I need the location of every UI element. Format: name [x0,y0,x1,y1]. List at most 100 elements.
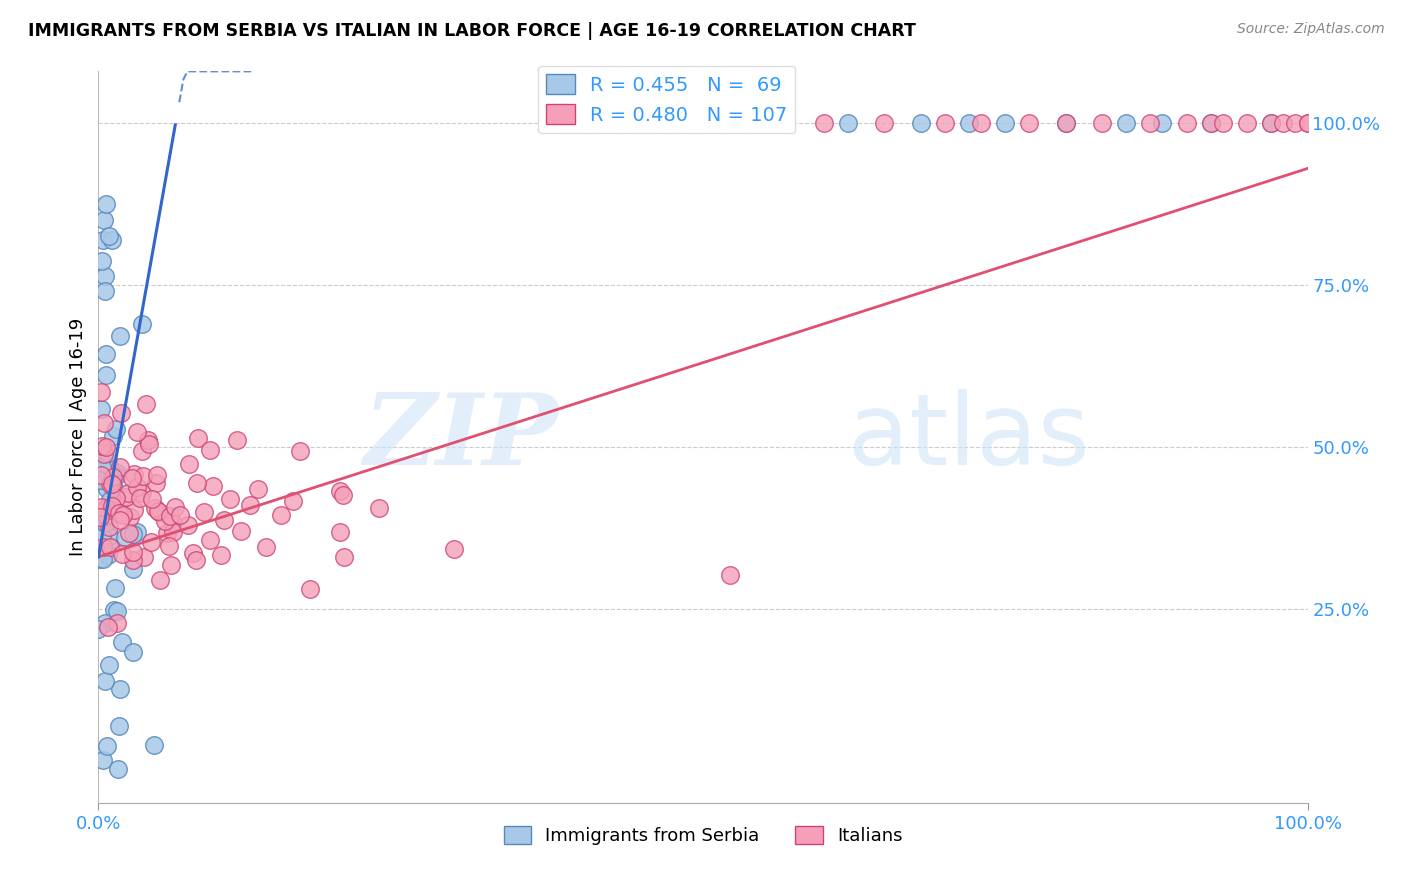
Point [202,479,225,493]
Point [90,384,112,399]
Point [93,234,115,248]
Point [93,417,115,431]
Point [94,516,117,530]
Point [90,401,112,416]
Point [90,468,112,483]
Point [87,622,110,636]
Point [181,546,204,560]
Point [239,498,262,512]
Point [138,433,160,447]
Text: atlas: atlas [848,389,1090,485]
Text: ZIP: ZIP [363,389,558,485]
Point [111,508,134,522]
Point [96,509,118,524]
Point [105,604,128,618]
Point [159,508,181,523]
Point [127,524,149,539]
Point [89,552,111,566]
Point [1199,116,1222,130]
Point [934,116,956,130]
Point [89,473,111,487]
Point [443,541,465,556]
Point [96,500,118,515]
Point [105,468,128,483]
Point [1175,116,1198,130]
Point [132,550,155,565]
Point [332,549,354,564]
Point [127,425,149,439]
Point [198,533,221,548]
Point [100,233,122,247]
Point [1272,116,1295,130]
Y-axis label: In Labor Force | Age 16-19: In Labor Force | Age 16-19 [69,318,87,557]
Point [93,213,115,227]
Point [105,491,128,505]
Point [122,545,145,559]
Point [229,524,252,539]
Point [108,513,131,527]
Point [104,581,127,595]
Point [219,491,242,506]
Point [93,447,115,461]
Point [115,490,138,504]
Point [368,501,391,516]
Point [131,486,153,500]
Point [118,525,141,540]
Point [110,681,132,696]
Point [1152,116,1174,130]
Point [108,460,131,475]
Point [97,454,120,468]
Point [1139,116,1161,130]
Point [89,469,111,483]
Point [169,508,191,523]
Point [148,505,170,519]
Point [96,482,118,496]
Point [94,615,117,630]
Point [90,460,112,475]
Point [329,525,352,540]
Point [1115,116,1137,130]
Point [104,422,127,436]
Point [103,470,125,484]
Point [101,429,124,443]
Point [246,482,269,496]
Point [87,447,110,461]
Point [1296,116,1319,130]
Point [1091,116,1114,130]
Point [96,347,118,361]
Point [254,540,277,554]
Point [98,539,121,553]
Point [135,397,157,411]
Point [332,488,354,502]
Point [90,500,112,514]
Point [146,504,169,518]
Point [107,719,129,733]
Point [1199,116,1222,130]
Point [118,510,141,524]
Point [165,500,187,515]
Point [114,530,136,544]
Point [212,513,235,527]
Point [94,508,117,522]
Point [281,494,304,508]
Point [98,520,121,534]
Point [156,525,179,540]
Point [96,196,118,211]
Point [98,658,121,673]
Point [160,558,183,573]
Point [1236,116,1258,130]
Point [122,562,145,576]
Point [1296,116,1319,130]
Point [98,229,121,244]
Point [970,116,993,130]
Text: IMMIGRANTS FROM SERBIA VS ITALIAN IN LABOR FORCE | AGE 16-19 CORRELATION CHART: IMMIGRANTS FROM SERBIA VS ITALIAN IN LAB… [28,22,915,40]
Point [110,406,132,420]
Point [177,517,200,532]
Point [910,116,932,130]
Point [873,116,896,130]
Point [225,433,247,447]
Point [1018,116,1040,130]
Point [91,540,114,554]
Point [1054,116,1077,130]
Point [129,491,152,505]
